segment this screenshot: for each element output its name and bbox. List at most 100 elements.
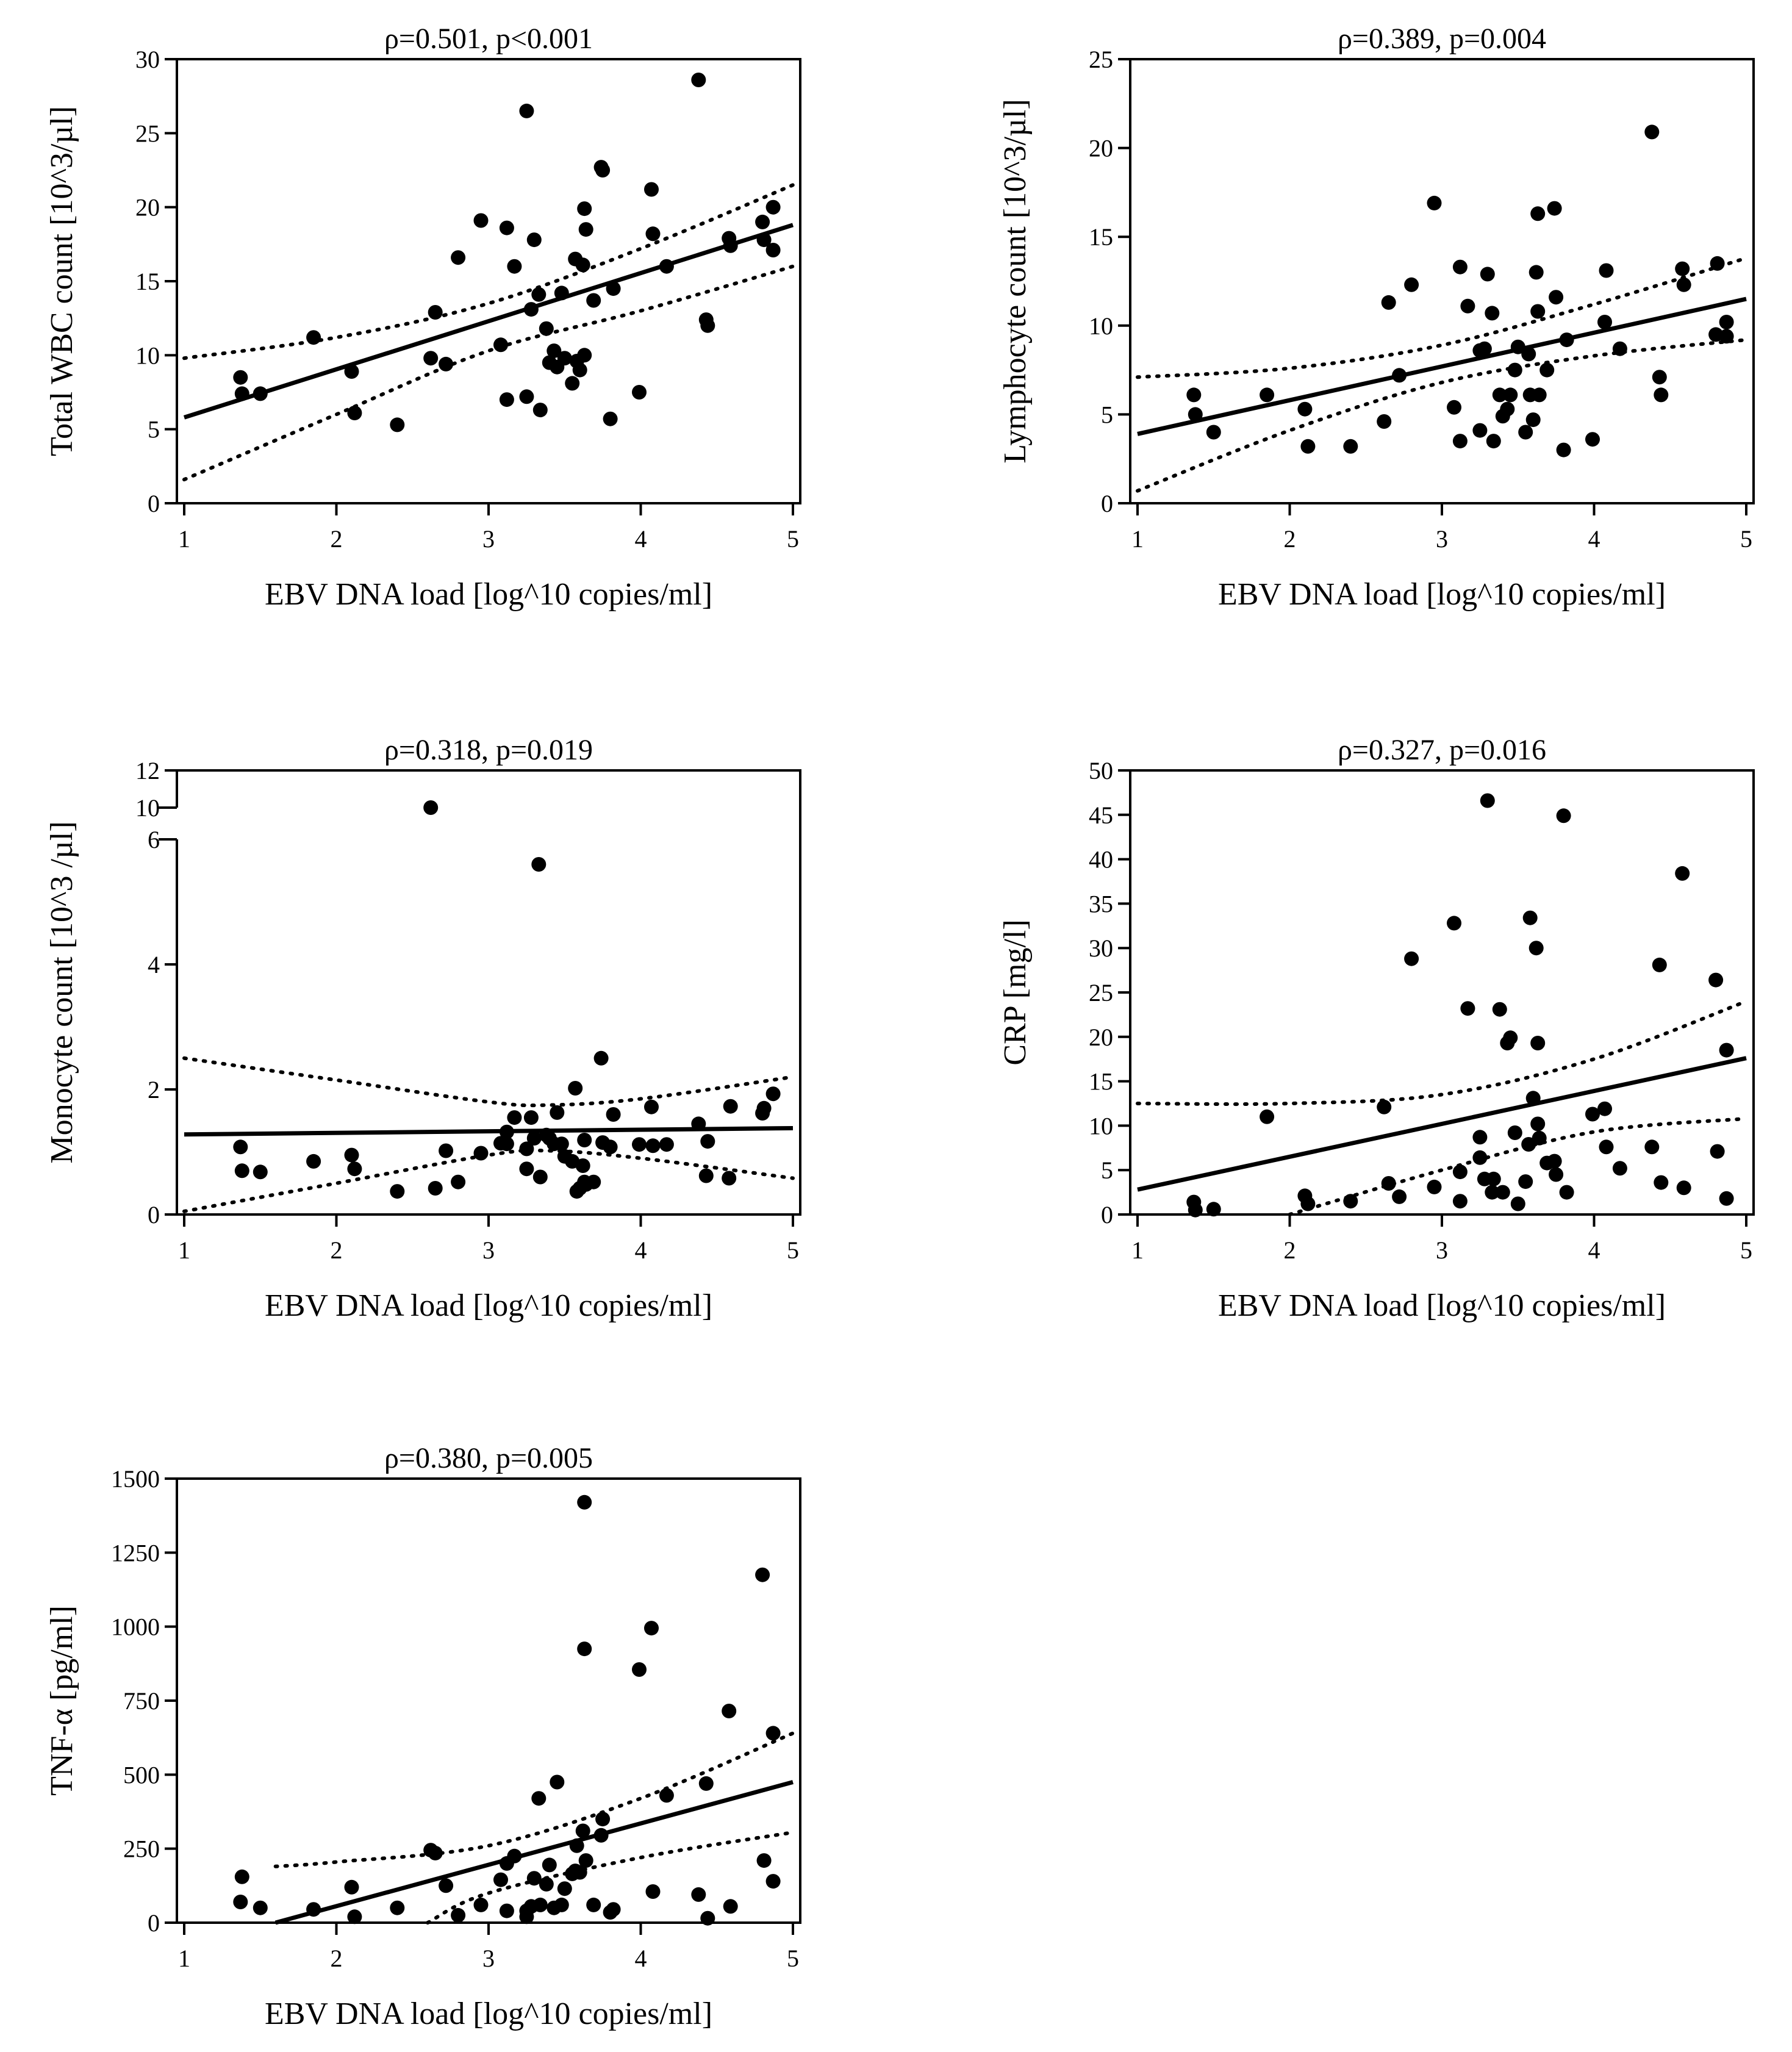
data-point xyxy=(1585,1107,1600,1122)
y-tick-label: 35 xyxy=(1089,890,1113,917)
data-point xyxy=(1486,1171,1501,1186)
data-point xyxy=(507,1110,522,1125)
data-point xyxy=(1539,362,1555,378)
x-tick-label: 1 xyxy=(178,525,190,553)
data-point xyxy=(1522,910,1538,925)
data-point xyxy=(1599,263,1614,278)
data-point xyxy=(1507,1125,1522,1140)
x-tick-label: 4 xyxy=(1588,1236,1600,1264)
monocyte-panel: ρ=0.318, p=0.019 EBV DNA load [log^10 co… xyxy=(45,734,801,1323)
data-point xyxy=(390,1184,405,1199)
x-tick-label: 4 xyxy=(1588,525,1600,553)
data-point xyxy=(1597,1101,1612,1116)
y-tick-label: 250 xyxy=(123,1835,160,1863)
data-point xyxy=(507,1848,522,1864)
data-point xyxy=(347,406,362,420)
data-point xyxy=(1652,957,1667,972)
y-tick-label: 45 xyxy=(1089,802,1113,829)
data-point xyxy=(755,1567,770,1582)
data-point xyxy=(577,1133,592,1147)
x-axis-label: EBV DNA load [log^10 copies/ml] xyxy=(265,1996,712,2031)
data-point xyxy=(1492,387,1507,403)
x-tick-label: 1 xyxy=(178,1945,190,1972)
data-point xyxy=(1529,941,1544,956)
data-point xyxy=(306,330,321,345)
data-point xyxy=(632,385,647,400)
data-point xyxy=(499,392,514,407)
data-point xyxy=(1186,387,1202,403)
data-point xyxy=(253,1900,268,1915)
y-tick-label: 6 xyxy=(148,826,160,853)
data-point xyxy=(1377,414,1392,429)
data-point xyxy=(523,1110,539,1125)
data-point xyxy=(595,1812,611,1827)
data-point xyxy=(1676,1180,1691,1196)
data-point xyxy=(644,1099,659,1114)
data-point xyxy=(1300,1196,1316,1211)
data-point xyxy=(575,1158,590,1173)
data-point xyxy=(593,1050,609,1066)
data-point xyxy=(577,201,592,217)
data-point xyxy=(1381,1176,1396,1191)
data-point xyxy=(233,1895,248,1909)
x-axis-label: EBV DNA load [log^10 copies/ml] xyxy=(1218,577,1666,612)
data-point xyxy=(347,1909,362,1925)
ci-upper-line xyxy=(1136,999,1748,1107)
y-tick-label: 5 xyxy=(1101,1157,1113,1184)
data-point xyxy=(390,417,405,432)
y-tick-label: 10 xyxy=(1089,1112,1113,1139)
data-point xyxy=(550,1105,565,1120)
y-tick-label: 15 xyxy=(1089,223,1113,251)
data-point xyxy=(575,257,590,273)
data-point xyxy=(1485,306,1500,321)
data-point xyxy=(1521,346,1536,362)
data-point xyxy=(499,220,514,235)
data-point xyxy=(659,1137,674,1152)
data-point xyxy=(557,351,572,366)
data-point xyxy=(1518,1174,1533,1189)
data-point xyxy=(578,1853,593,1868)
data-point xyxy=(554,1897,569,1912)
data-point xyxy=(1529,265,1544,280)
x-tick-label: 2 xyxy=(1284,1236,1296,1264)
data-point xyxy=(1597,315,1612,329)
data-point xyxy=(532,1169,548,1185)
y-axis-label: CRP [mg/l] xyxy=(998,919,1033,1065)
data-point xyxy=(1676,277,1691,292)
data-point xyxy=(1480,793,1495,808)
x-tick-label: 2 xyxy=(331,1236,343,1264)
x-axis-label: EBV DNA load [log^10 copies/ml] xyxy=(1218,1288,1666,1323)
x-axis-label: EBV DNA load [log^10 copies/ml] xyxy=(265,1288,712,1323)
data-point xyxy=(1612,1161,1627,1176)
data-point xyxy=(1392,1189,1407,1204)
data-point xyxy=(595,163,611,178)
data-point xyxy=(1404,277,1419,292)
data-point xyxy=(586,293,601,308)
data-point xyxy=(234,1163,249,1178)
data-point xyxy=(1644,1139,1660,1155)
data-point xyxy=(1377,1099,1392,1114)
axis-break-marks xyxy=(159,806,177,841)
x-tick-label: 5 xyxy=(1740,1236,1752,1264)
data-point xyxy=(1521,1137,1536,1152)
data-point xyxy=(606,1902,621,1917)
data-point xyxy=(499,1124,514,1139)
data-point xyxy=(565,376,580,391)
data-point xyxy=(698,1776,714,1791)
data-point xyxy=(756,1100,772,1116)
data-point xyxy=(1447,400,1461,415)
ci-lower-line xyxy=(182,264,795,482)
y-tick-label: 500 xyxy=(123,1761,160,1788)
data-point xyxy=(523,302,539,317)
data-point xyxy=(1260,1109,1275,1124)
data-point xyxy=(532,1897,548,1912)
data-point xyxy=(1530,1116,1546,1132)
data-point xyxy=(526,1131,542,1146)
data-point xyxy=(723,1099,738,1114)
data-point xyxy=(577,1494,592,1510)
data-point xyxy=(526,1871,542,1886)
chart-title: ρ=0.501, p<0.001 xyxy=(384,23,593,55)
data-point xyxy=(507,259,522,274)
data-point xyxy=(493,1872,508,1887)
